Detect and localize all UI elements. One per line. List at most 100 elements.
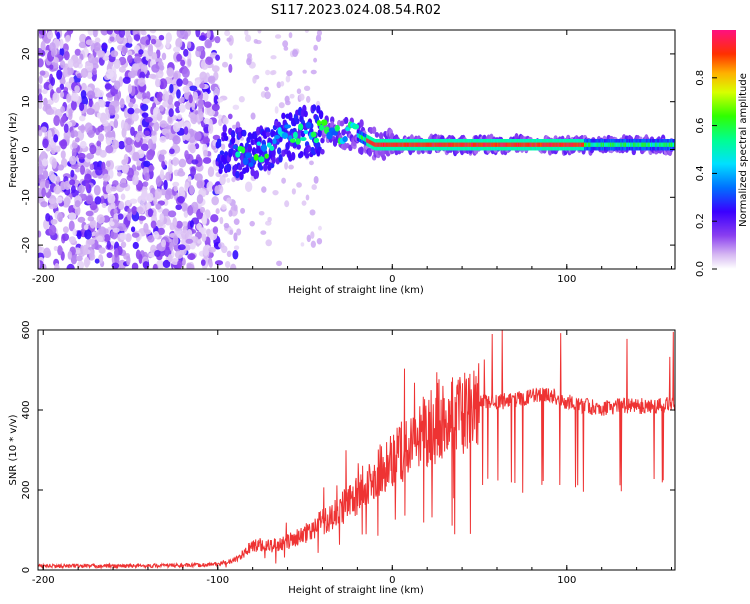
noise-blob bbox=[53, 57, 59, 64]
carrier-band-core bbox=[593, 142, 596, 147]
noise-blob bbox=[140, 143, 149, 152]
carrier-band-core bbox=[454, 142, 456, 147]
carrier-band-core bbox=[610, 142, 612, 147]
noise-blob bbox=[93, 184, 101, 196]
carrier-band-core bbox=[520, 142, 522, 147]
noise-blob bbox=[133, 103, 139, 110]
carrier-band-core bbox=[636, 142, 638, 147]
signal-halo bbox=[263, 163, 268, 172]
signal-blob bbox=[342, 135, 348, 143]
noise-blob bbox=[85, 210, 94, 217]
noise-blob bbox=[244, 34, 252, 42]
noise-blob bbox=[45, 179, 50, 189]
carrier-band-core bbox=[458, 142, 460, 147]
signal-blob bbox=[295, 138, 301, 145]
carrier-band-core bbox=[627, 142, 630, 147]
carrier-band-core bbox=[601, 142, 604, 147]
noise-blob bbox=[104, 83, 113, 90]
carrier-band-core bbox=[557, 142, 560, 147]
carrier-band-core bbox=[400, 142, 403, 147]
carrier-band-core bbox=[667, 142, 670, 147]
noise-blob bbox=[121, 164, 129, 174]
carrier-band-core bbox=[449, 142, 452, 147]
noise-blob bbox=[260, 230, 267, 235]
carrier-band-core bbox=[512, 142, 515, 147]
noise-blob bbox=[42, 169, 49, 179]
noise-blob bbox=[59, 77, 66, 85]
noise-blob bbox=[125, 42, 133, 48]
noise-blob bbox=[106, 30, 113, 35]
carrier-band-core bbox=[598, 142, 601, 147]
noise-blob bbox=[196, 179, 203, 189]
noise-blob bbox=[59, 91, 65, 99]
noise-blob bbox=[173, 185, 178, 192]
carrier-band-core bbox=[499, 142, 501, 147]
noise-blob bbox=[59, 60, 66, 69]
carrier-band-core bbox=[571, 142, 574, 147]
carrier-band-core bbox=[398, 142, 401, 147]
signal-blob bbox=[316, 119, 322, 127]
noise-blob bbox=[257, 30, 262, 34]
snr-y-tick-label: 0 bbox=[21, 567, 32, 573]
carrier-band-core bbox=[412, 142, 414, 147]
carrier-band-core bbox=[607, 142, 609, 147]
noise-blob bbox=[93, 87, 101, 98]
noise-blob bbox=[198, 110, 204, 122]
spectrogram-y-tick-label: 0 bbox=[21, 146, 32, 152]
carrier-band-core bbox=[363, 136, 365, 141]
noise-blob bbox=[313, 176, 319, 184]
noise-blob bbox=[261, 186, 267, 193]
carrier-band-core bbox=[669, 142, 672, 147]
noise-blob bbox=[125, 199, 131, 206]
noise-blob bbox=[281, 177, 286, 184]
noise-blob bbox=[159, 149, 167, 155]
carrier-band-core bbox=[447, 142, 450, 147]
noise-blob bbox=[316, 237, 323, 245]
carrier-band-core bbox=[620, 142, 623, 147]
noise-blob bbox=[284, 200, 290, 208]
carrier-band-core bbox=[496, 142, 498, 147]
noise-blob bbox=[264, 86, 269, 92]
noise-blob bbox=[181, 221, 189, 227]
noise-blob bbox=[57, 164, 65, 171]
noise-blob bbox=[144, 172, 150, 181]
spectrogram-y-tick-label: -10 bbox=[21, 189, 32, 205]
noise-blob bbox=[208, 260, 213, 268]
noise-blob bbox=[211, 103, 220, 112]
noise-blob bbox=[53, 134, 59, 143]
noise-blob bbox=[153, 121, 160, 132]
noise-blob bbox=[233, 232, 238, 242]
noise-blob bbox=[94, 37, 101, 44]
carrier-band-core bbox=[574, 142, 577, 147]
carrier-band-core bbox=[529, 142, 532, 147]
carrier-band-core bbox=[401, 142, 404, 147]
carrier-band-core bbox=[356, 133, 359, 138]
noise-blob bbox=[215, 54, 221, 61]
noise-blob bbox=[252, 75, 257, 84]
carrier-band-core bbox=[524, 142, 526, 147]
noise-blob bbox=[128, 102, 134, 108]
noise-blob bbox=[224, 30, 231, 37]
noise-blob bbox=[187, 41, 192, 49]
signal-halo bbox=[320, 148, 325, 155]
carrier-band-core bbox=[498, 142, 500, 147]
noise-blob bbox=[190, 166, 197, 177]
noise-blob bbox=[180, 59, 186, 67]
carrier-band-core bbox=[365, 137, 367, 142]
noise-blob bbox=[63, 123, 69, 134]
noise-blob bbox=[218, 242, 225, 249]
noise-blob bbox=[38, 88, 42, 94]
carrier-band-core bbox=[623, 142, 626, 147]
carrier-band-core bbox=[402, 142, 405, 147]
signal-halo bbox=[318, 110, 324, 120]
signal-halo bbox=[237, 164, 243, 171]
noise-blob bbox=[194, 131, 202, 142]
noise-blob bbox=[167, 210, 177, 218]
carrier-band-core bbox=[558, 142, 561, 147]
noise-blob bbox=[40, 126, 48, 133]
noise-blob bbox=[94, 101, 100, 112]
noise-blob bbox=[204, 39, 212, 49]
carrier-band-core bbox=[637, 142, 640, 147]
noise-blob bbox=[127, 211, 132, 221]
snr-x-tick-label: 100 bbox=[557, 575, 576, 586]
